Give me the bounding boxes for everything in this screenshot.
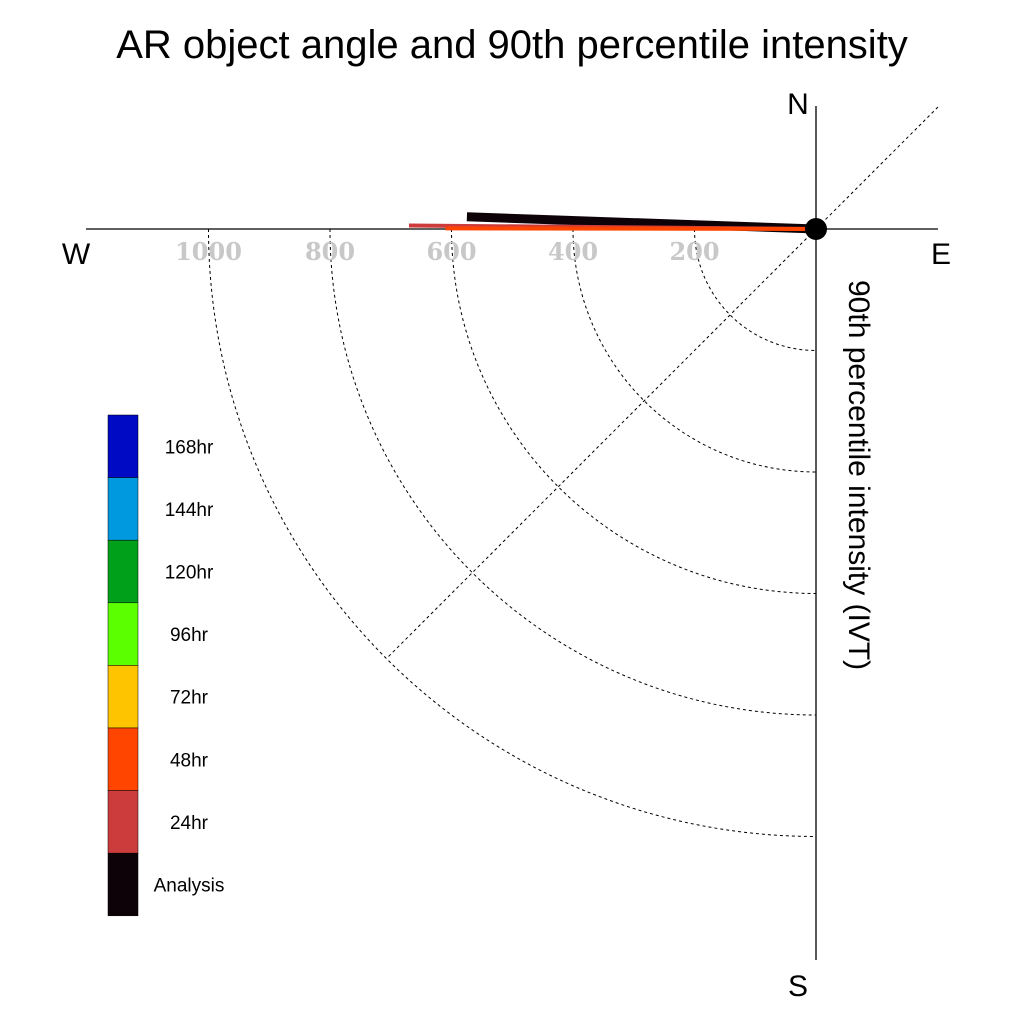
legend-swatch xyxy=(107,665,139,729)
radial-axis-label: 90th percentile intensity (IVT) xyxy=(842,280,875,670)
grid-arc xyxy=(208,228,817,837)
compass-south-label: S xyxy=(788,970,808,1003)
legend-swatch xyxy=(107,602,139,666)
legend-swatch xyxy=(107,852,139,917)
legend-label: 48hr xyxy=(170,750,209,771)
legend-label: 72hr xyxy=(170,688,209,709)
legend-swatch xyxy=(107,790,139,854)
legend-label: 24hr xyxy=(170,813,209,834)
grid xyxy=(208,106,939,837)
radial-tick-label: 800 xyxy=(305,237,355,266)
grid-arc xyxy=(694,228,817,351)
legend-swatch xyxy=(107,727,139,791)
diagonal-reference-line xyxy=(386,106,939,659)
radial-tick-labels: 200 400 600 800 1000 xyxy=(175,237,719,266)
radial-tick-label: 1000 xyxy=(175,237,242,266)
legend-label: Analysis xyxy=(154,876,225,897)
legend-label: 168hr xyxy=(165,437,214,458)
radial-tick-label: 600 xyxy=(426,237,476,266)
legend-swatch xyxy=(107,414,139,478)
grid-arc xyxy=(572,228,817,473)
grid-arc xyxy=(329,228,817,716)
legend-label: 96hr xyxy=(170,625,209,646)
vectors xyxy=(408,212,817,234)
vector-48hr xyxy=(445,226,817,231)
grid-arc xyxy=(451,228,817,594)
legend: 168hr 144hr 120hr 96hr 72hr 48hr 24hr Analysis xyxy=(107,414,225,917)
radial-tick-label: 200 xyxy=(669,237,719,266)
compass-west-label: W xyxy=(62,238,91,271)
compass-east-label: E xyxy=(931,238,951,271)
chart-title: AR object angle and 90th percentile inte… xyxy=(116,23,908,67)
legend-label: 120hr xyxy=(165,563,214,584)
compass-north-label: N xyxy=(787,88,809,121)
legend-label: 144hr xyxy=(165,500,214,521)
legend-swatch xyxy=(107,539,139,604)
legend-swatch xyxy=(107,477,139,541)
radial-tick-label: 400 xyxy=(548,237,598,266)
origin-dot xyxy=(805,218,827,240)
